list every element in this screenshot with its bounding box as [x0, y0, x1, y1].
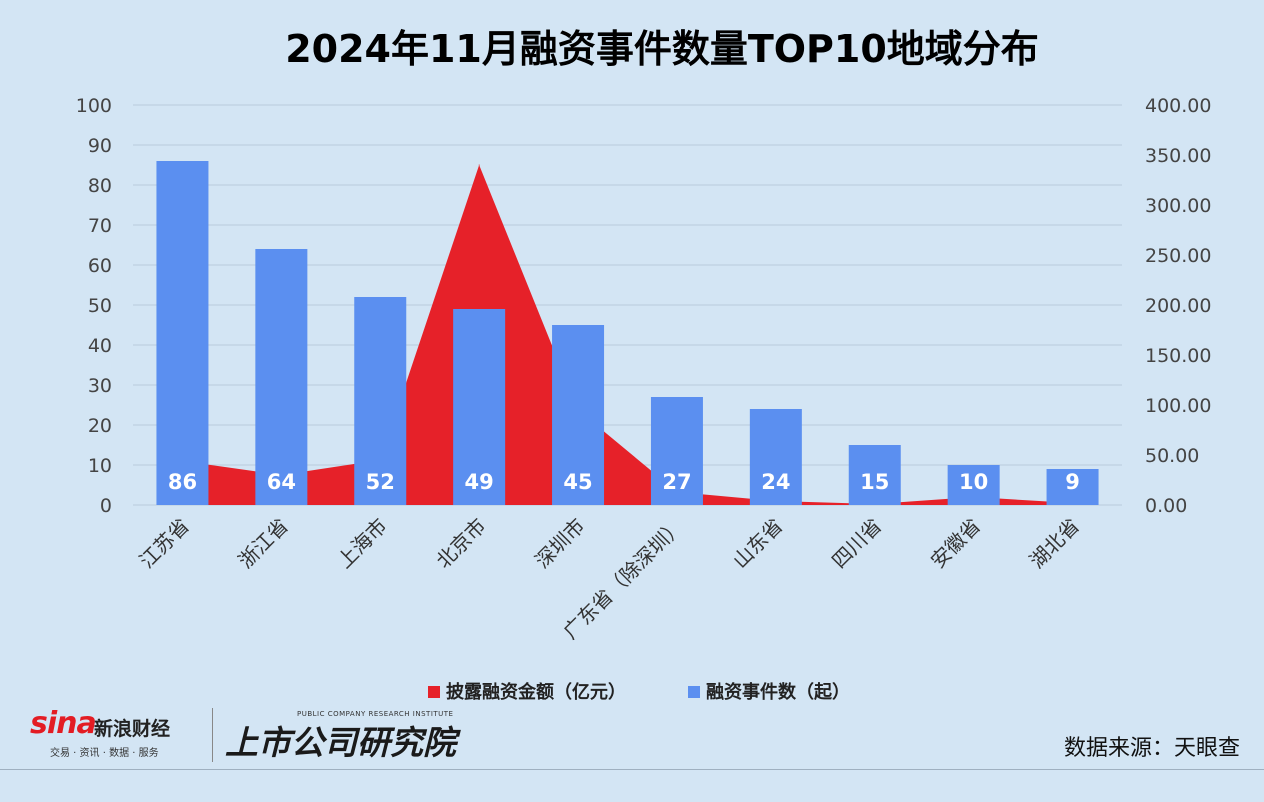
sina-wordmark: sina: [30, 706, 97, 741]
chart-title: 2024年11月融资事件数量TOP10地域分布: [285, 27, 1039, 71]
sina-tagline: 交易 · 资讯 · 数据 · 服务: [50, 748, 159, 759]
count-bar: [255, 249, 308, 505]
count-data-label: 24: [761, 470, 790, 494]
y-right-tick-label: 350.00: [1145, 145, 1211, 167]
y-left-tick-label: 60: [88, 255, 112, 277]
count-data-label: 86: [168, 470, 197, 494]
count-data-label: 52: [366, 470, 395, 494]
y-right-tick-label: 200.00: [1145, 295, 1211, 317]
sina-finance-logo: sina 新浪财经 交易 · 资讯 · 数据 · 服务: [30, 706, 200, 762]
count-bar: [848, 445, 901, 505]
y-right-tick-label: 400.00: [1145, 95, 1211, 117]
legend-label-amount: 披露融资金额（亿元）: [446, 681, 626, 700]
y-left-tick-label: 30: [88, 375, 112, 397]
x-category-label: 上海市: [332, 514, 391, 573]
count-bar: [650, 397, 703, 505]
y-left-tick-label: 0: [100, 495, 112, 517]
legend-swatch-amount: [428, 686, 440, 698]
x-category-label: 四川省: [827, 514, 886, 573]
y-axis-right: 0.00 50.00 100.00 150.00 200.00 250.00 300.00 3…: [1145, 95, 1211, 517]
count-bar: [947, 465, 1000, 505]
legend-swatch-count: [688, 686, 700, 698]
count-data-label: 64: [267, 470, 296, 494]
x-category-label: 湖北省: [1025, 514, 1084, 573]
bar-series: [156, 161, 1099, 505]
x-category-label: 山东省: [728, 514, 787, 573]
count-bar: [453, 309, 506, 505]
count-bar: [156, 161, 209, 505]
y-left-tick-label: 10: [88, 455, 112, 477]
amount-point: [478, 164, 480, 166]
y-right-tick-label: 150.00: [1145, 345, 1211, 367]
y-left-tick-label: 20: [88, 415, 112, 437]
y-right-tick-label: 300.00: [1145, 195, 1211, 217]
x-category-label: 北京市: [431, 514, 490, 573]
amount-area: [182, 165, 1073, 505]
legend: 披露融资金额（亿元） 融资事件数（起）: [428, 681, 850, 700]
count-data-label: 27: [662, 470, 691, 494]
count-bar: [749, 409, 802, 505]
y-right-tick-label: 0.00: [1145, 495, 1187, 517]
area-series: [181, 164, 1074, 505]
chart: 2024年11月融资事件数量TOP10地域分布 86 64 52 49 45 27 24 15…: [76, 27, 1212, 700]
x-category-label: 深圳市: [530, 514, 589, 573]
institute-chinese-name: 上市公司研究院: [225, 723, 456, 762]
research-institute-logo: PUBLIC COMPANY RESEARCH INSTITUTE 上市公司研究…: [225, 706, 465, 762]
logo-divider: [212, 708, 213, 762]
x-category-label: 浙江省: [233, 514, 292, 573]
x-category-label: 江苏省: [135, 514, 194, 573]
y-right-tick-label: 250.00: [1145, 245, 1211, 267]
x-category-label: 安徽省: [926, 514, 985, 573]
count-data-label: 15: [860, 470, 889, 494]
y-left-tick-label: 100: [76, 95, 112, 117]
y-left-tick-label: 90: [88, 135, 112, 157]
count-data-label: 9: [1065, 470, 1080, 494]
y-right-tick-label: 100.00: [1145, 395, 1211, 417]
data-source: 数据来源：天眼查: [1063, 736, 1240, 761]
count-data-label: 49: [465, 470, 494, 494]
count-data-label: 45: [563, 470, 592, 494]
count-bar: [1046, 469, 1099, 505]
legend-label-count: 融资事件数（起）: [706, 681, 850, 700]
footer-divider: [0, 769, 1264, 770]
data-labels: 86 64 52 49 45 27 24 15 10 9: [168, 470, 1080, 494]
y-right-tick-label: 50.00: [1145, 445, 1199, 467]
count-bar: [552, 325, 605, 505]
institute-english-name: PUBLIC COMPANY RESEARCH INSTITUTE: [297, 710, 454, 718]
y-axis-left: 0 10 20 30 40 50 60 70 80 90 100: [76, 95, 112, 517]
sina-finance-name: 新浪财经: [94, 718, 171, 740]
count-data-label: 10: [959, 470, 988, 494]
y-left-tick-label: 40: [88, 335, 112, 357]
y-left-tick-label: 50: [88, 295, 112, 317]
count-bar: [354, 297, 407, 505]
y-left-tick-label: 70: [88, 215, 112, 237]
y-left-tick-label: 80: [88, 175, 112, 197]
